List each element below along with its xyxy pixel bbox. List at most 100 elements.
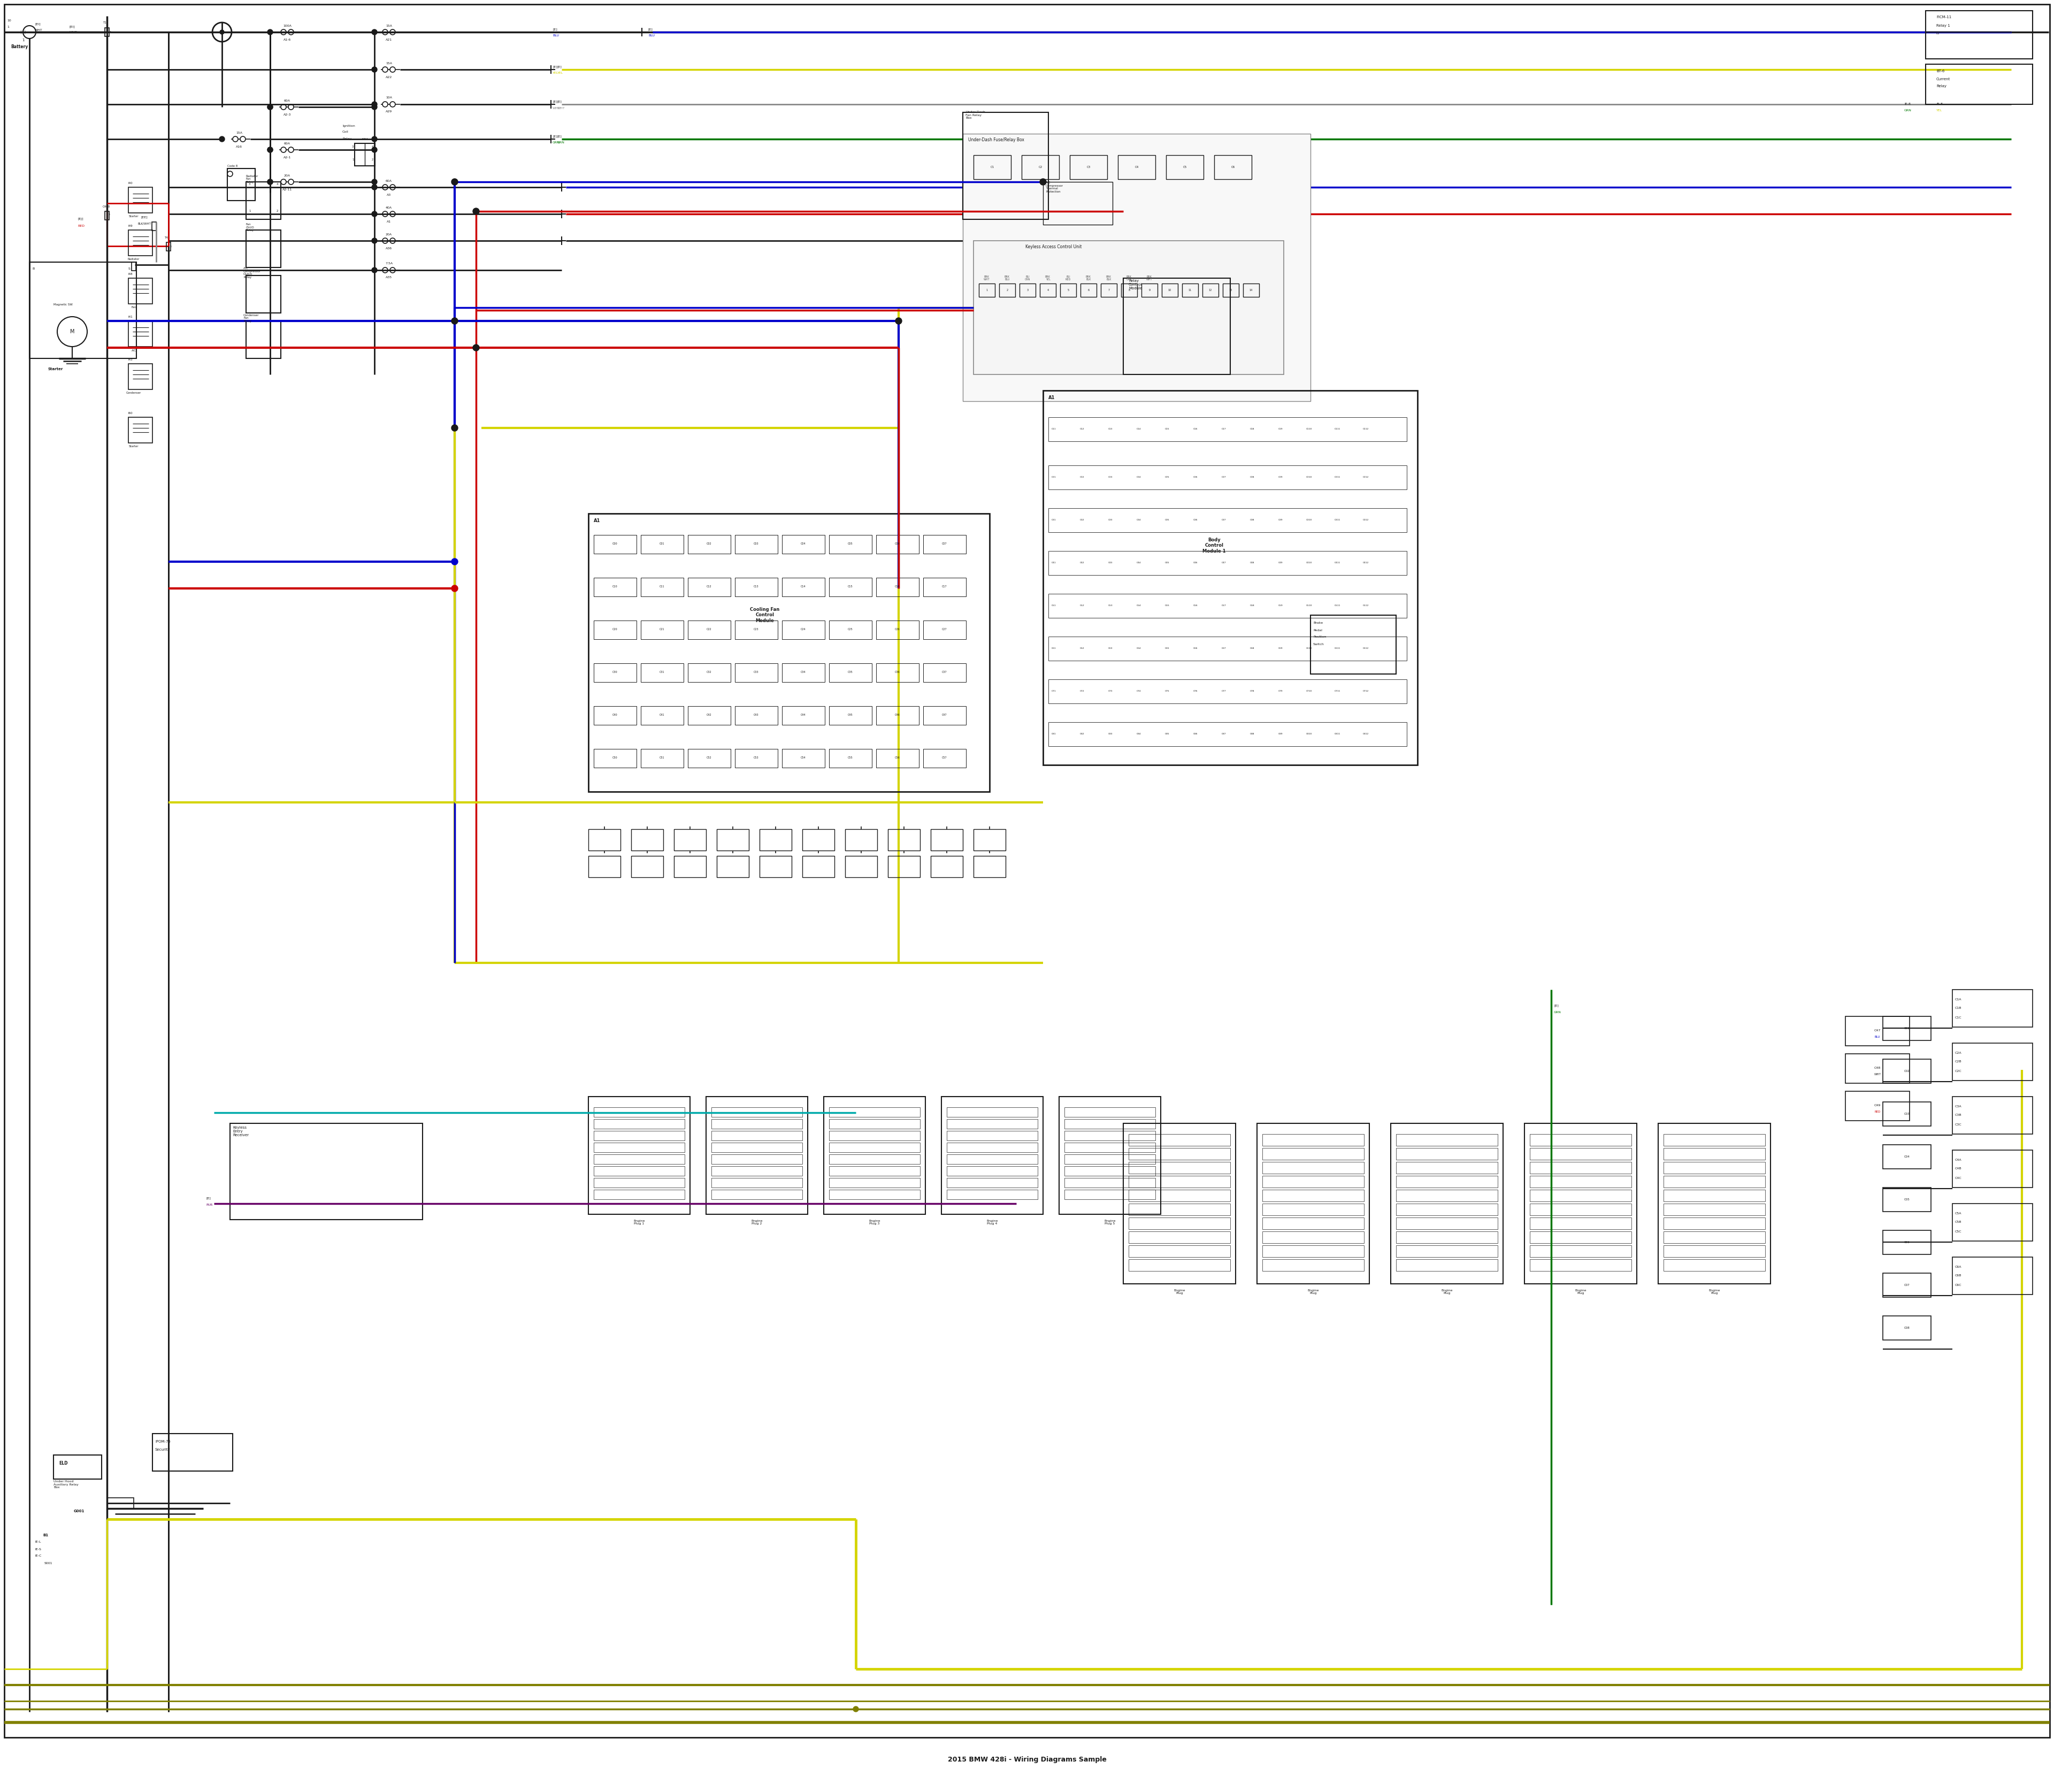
Bar bbox=[641, 749, 684, 767]
Bar bbox=[947, 1167, 1037, 1176]
Text: C39: C39 bbox=[1278, 520, 1284, 521]
Text: C12: C12 bbox=[1080, 428, 1085, 430]
Text: C32: C32 bbox=[707, 670, 713, 674]
Bar bbox=[1953, 989, 2033, 1027]
Bar bbox=[587, 514, 990, 792]
Bar bbox=[735, 663, 778, 683]
Bar bbox=[1263, 1176, 1364, 1188]
Text: Battery: Battery bbox=[10, 45, 29, 50]
Bar bbox=[1128, 1204, 1230, 1215]
Bar bbox=[1884, 1102, 1931, 1125]
Text: C29: C29 bbox=[1278, 477, 1284, 478]
Bar bbox=[1202, 283, 1218, 297]
Text: C52: C52 bbox=[707, 756, 713, 760]
Text: [E]: [E] bbox=[557, 100, 563, 102]
Text: 10: 10 bbox=[6, 20, 10, 22]
Circle shape bbox=[267, 104, 273, 109]
Bar bbox=[1043, 391, 1417, 765]
Bar bbox=[1101, 283, 1117, 297]
Text: C25: C25 bbox=[1165, 477, 1169, 478]
Bar bbox=[1530, 1231, 1631, 1244]
Text: C36: C36 bbox=[896, 670, 900, 674]
Bar bbox=[641, 706, 684, 724]
Text: (+): (+) bbox=[21, 30, 27, 34]
Text: C312: C312 bbox=[1362, 520, 1368, 521]
Text: Keyless
Entry
Receiver: Keyless Entry Receiver bbox=[232, 1125, 249, 1136]
Bar bbox=[830, 1143, 920, 1152]
Text: [E]: [E] bbox=[553, 66, 557, 68]
Bar bbox=[783, 663, 826, 683]
Text: C1: C1 bbox=[990, 165, 994, 168]
Bar bbox=[152, 1434, 232, 1471]
Bar bbox=[830, 1131, 920, 1140]
Circle shape bbox=[372, 147, 378, 152]
Bar bbox=[1884, 1272, 1931, 1297]
Bar bbox=[1039, 283, 1056, 297]
Text: C1A: C1A bbox=[1955, 998, 1962, 1000]
Text: C23: C23 bbox=[1109, 477, 1113, 478]
Text: C16: C16 bbox=[1193, 428, 1197, 430]
Text: C56: C56 bbox=[896, 756, 900, 760]
Bar bbox=[594, 749, 637, 767]
Bar bbox=[594, 536, 637, 554]
Text: C510: C510 bbox=[1306, 604, 1313, 607]
Bar bbox=[1530, 1190, 1631, 1201]
Text: C49: C49 bbox=[1873, 1104, 1881, 1107]
Text: A16: A16 bbox=[236, 145, 242, 149]
Text: C68: C68 bbox=[1251, 647, 1255, 649]
Bar bbox=[1844, 1016, 1910, 1047]
Text: YEL: YEL bbox=[557, 72, 563, 75]
Bar bbox=[166, 242, 170, 251]
Text: C4A: C4A bbox=[1955, 1158, 1962, 1161]
Bar bbox=[1263, 1190, 1364, 1201]
Text: C42: C42 bbox=[707, 713, 713, 717]
Text: BRK
GRY: BRK GRY bbox=[1126, 276, 1132, 281]
Text: C3B: C3B bbox=[1955, 1115, 1962, 1116]
Bar bbox=[877, 663, 918, 683]
Text: BLI
CRN: BLI CRN bbox=[1025, 276, 1031, 281]
Text: C36: C36 bbox=[1193, 520, 1197, 521]
Text: [E]: [E] bbox=[205, 1197, 212, 1199]
Text: C3: C3 bbox=[1087, 165, 1091, 168]
Text: Relay: Relay bbox=[1937, 84, 1947, 88]
Bar bbox=[1214, 156, 1251, 179]
Bar bbox=[228, 168, 255, 201]
Bar bbox=[587, 830, 620, 851]
Bar bbox=[1043, 181, 1113, 224]
Bar bbox=[105, 29, 109, 36]
Bar bbox=[830, 1167, 920, 1176]
Text: C82: C82 bbox=[1080, 733, 1085, 735]
Bar bbox=[1064, 1190, 1154, 1199]
Text: RED: RED bbox=[1875, 1111, 1881, 1113]
Text: [EI]: [EI] bbox=[35, 23, 41, 25]
Text: C408: C408 bbox=[103, 204, 111, 208]
Text: C35: C35 bbox=[1165, 520, 1169, 521]
Bar bbox=[1243, 283, 1259, 297]
Text: C48: C48 bbox=[1251, 561, 1255, 564]
Text: Coil: Coil bbox=[343, 131, 349, 133]
Text: C41: C41 bbox=[1052, 561, 1056, 564]
Text: C112: C112 bbox=[1362, 428, 1368, 430]
Bar bbox=[830, 749, 871, 767]
Text: [E]: [E] bbox=[1555, 1004, 1559, 1007]
Text: C83: C83 bbox=[1109, 733, 1113, 735]
Bar bbox=[1064, 1167, 1154, 1176]
Text: C57: C57 bbox=[943, 756, 947, 760]
Bar bbox=[29, 262, 136, 358]
Text: C44: C44 bbox=[801, 713, 805, 717]
Bar bbox=[974, 156, 1011, 179]
Text: C78: C78 bbox=[1251, 690, 1255, 692]
Bar bbox=[1128, 1149, 1230, 1159]
Text: A29: A29 bbox=[386, 111, 392, 113]
Bar bbox=[930, 830, 963, 851]
Bar bbox=[1664, 1204, 1764, 1215]
Circle shape bbox=[372, 102, 378, 108]
Text: T4: T4 bbox=[164, 237, 168, 238]
Text: Current: Current bbox=[1937, 77, 1951, 81]
Text: FICM-11: FICM-11 bbox=[1937, 16, 1951, 18]
Bar bbox=[1664, 1176, 1764, 1188]
Bar bbox=[1142, 283, 1158, 297]
Bar bbox=[1953, 1097, 2033, 1134]
Bar bbox=[711, 1154, 803, 1165]
Text: A2-1: A2-1 bbox=[283, 156, 292, 159]
